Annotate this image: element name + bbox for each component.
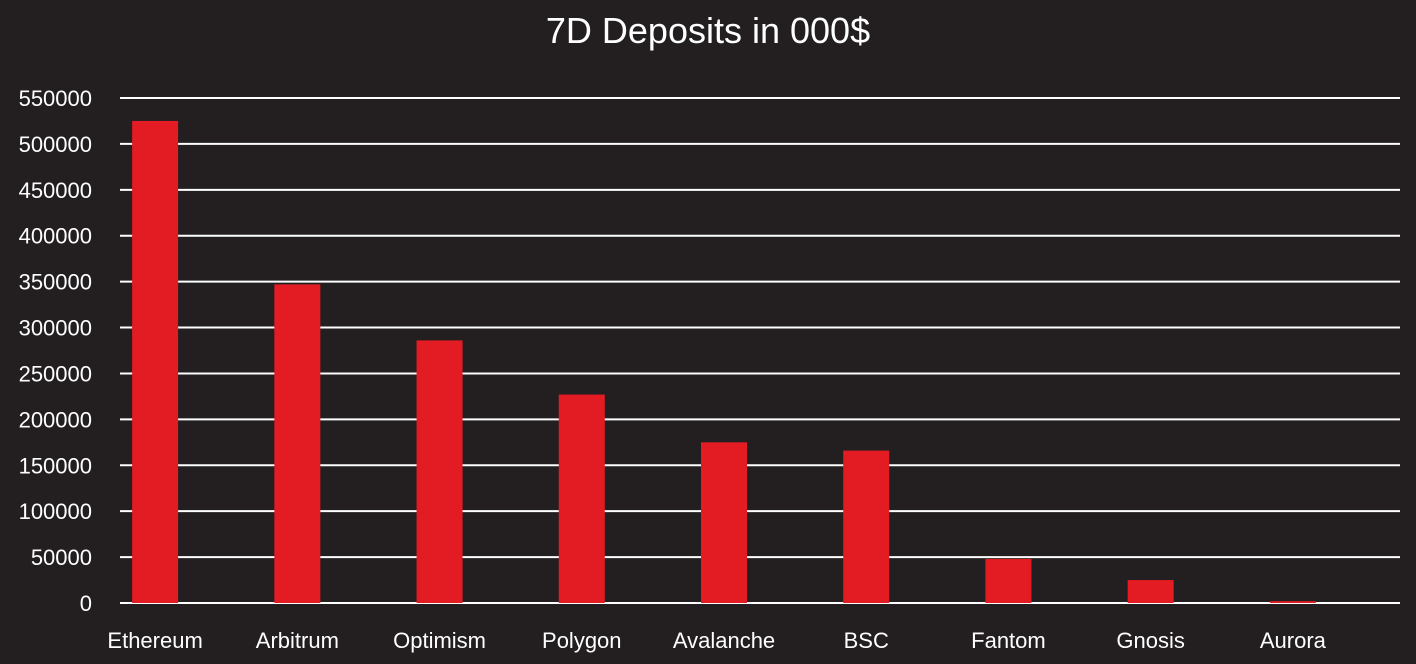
y-tick-label: 300000 [19,316,92,341]
bar-gnosis [1127,580,1174,603]
x-tick-label: Ethereum [107,628,202,653]
bar-aurora [1269,601,1316,603]
y-tick-label: 150000 [19,453,92,478]
bar-fantom [985,558,1032,603]
x-tick-label: Gnosis [1116,628,1184,653]
chart-title: 7D Deposits in 000$ [545,10,871,51]
y-tick-label: 200000 [19,407,92,432]
x-tick-label: Avalanche [673,628,775,653]
bar-avalanche [701,442,747,603]
x-tick-label: Aurora [1260,628,1327,653]
y-tick-label: 400000 [19,224,92,249]
y-tick-label: 550000 [19,86,92,111]
y-tick-label: 50000 [31,545,92,570]
y-tick-label: 250000 [19,361,92,386]
x-tick-label: Arbitrum [256,628,339,653]
bar-bsc [843,450,890,603]
y-tick-label: 500000 [19,132,92,157]
bar-ethereum [132,120,179,604]
x-tick-label: Optimism [393,628,486,653]
x-tick-label: Fantom [971,628,1046,653]
x-tick-label: BSC [844,628,889,653]
bar-arbitrum [274,284,321,603]
bar-optimism [416,340,463,603]
bar-polygon [558,394,605,603]
y-tick-label: 0 [80,591,92,616]
y-tick-label: 350000 [19,270,92,295]
x-tick-label: Polygon [542,628,622,653]
y-tick-label: 450000 [19,178,92,203]
y-tick-label: 100000 [19,499,92,524]
